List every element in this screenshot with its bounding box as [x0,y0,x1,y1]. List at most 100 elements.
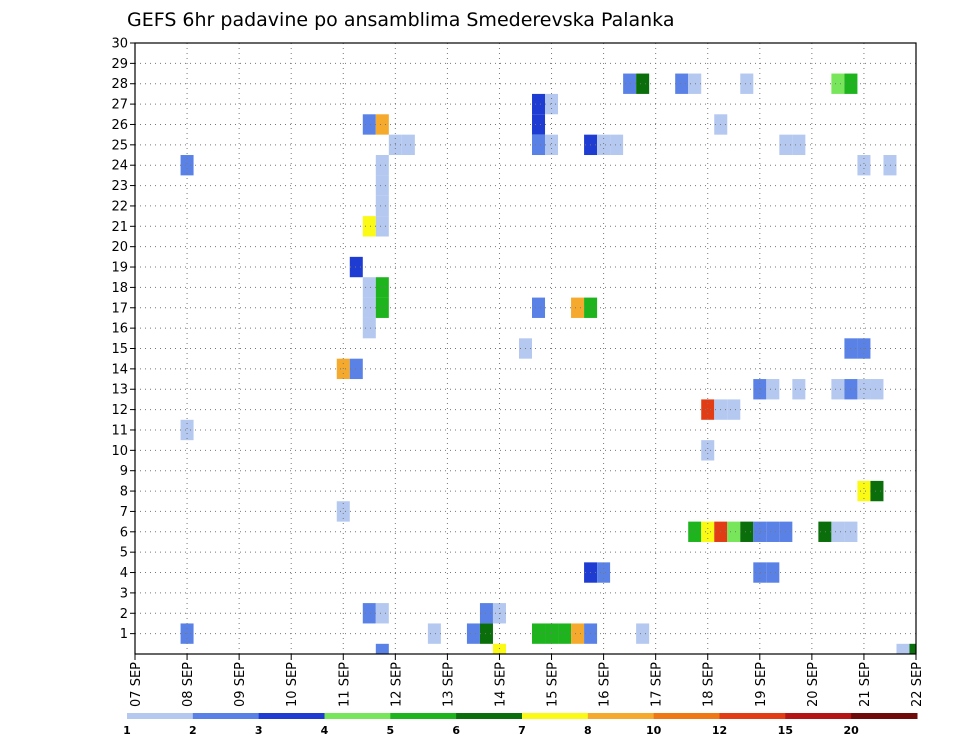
heatmap-cell [558,623,572,644]
heatmap-cell [792,134,806,156]
y-tick-label: 28 [111,77,128,92]
heatmap-cell [870,480,884,502]
heatmap-cell [375,297,389,318]
heatmap-cell [740,73,754,94]
heatmap-cell [792,379,806,400]
legend-label: 15 [778,724,793,737]
heatmap-cell [532,93,546,115]
heatmap-cell [375,216,389,237]
y-tick-label: 24 [111,159,128,174]
y-tick-label: 4 [120,566,128,581]
heatmap-cell [753,562,767,583]
y-tick-label: 5 [120,546,128,561]
legend-swatch [456,713,523,719]
legend-swatch [785,713,852,719]
y-tick-label: 2 [120,607,128,622]
heatmap-cell [740,521,754,542]
x-tick-label: 22 SEP [910,662,925,707]
x-tick-label: 07 SEP [129,662,144,707]
heatmap-cell [636,623,650,644]
heatmap-cell [336,501,350,522]
color-legend: 1 2 3 4 5 6 7 8 10 12 15 20 [123,713,918,737]
heatmap-cell [375,175,389,196]
y-tick-label: 6 [120,525,128,540]
legend-swatch [192,713,260,719]
heatmap-cell [532,114,546,135]
heatmap-cell [857,379,871,400]
x-axis: 07 SEP 08 SEP 09 SEP 10 SEP 11 SEP 12 SEP 13 S… [129,654,925,707]
y-tick-label: 7 [120,505,128,520]
heatmap-cell [831,521,845,542]
heatmap-cells [180,73,916,654]
x-tick-label: 11 SEP [337,662,352,707]
x-tick-label: 14 SEP [493,662,508,707]
legend-label: 6 [452,724,460,737]
heatmap-cell [427,623,441,644]
heatmap-cell [766,562,780,583]
heatmap-cell [375,155,389,176]
y-tick-label: 27 [111,98,128,113]
heatmap-cell [479,603,493,624]
legend-swatch [719,713,786,719]
heatmap-cell [597,562,611,583]
legend-swatch [324,713,391,719]
heatmap-cell [701,399,715,420]
legend-swatch [390,713,457,719]
heatmap-cell [831,73,845,94]
legend-label: 5 [387,724,395,737]
y-tick-label: 17 [111,301,128,316]
heatmap-cell [870,379,884,400]
heatmap-cell [375,643,389,654]
heatmap-cell [362,317,376,339]
legend-swatch [587,713,655,719]
heatmap-cell [545,93,559,115]
heatmap-cell [375,603,389,624]
x-tick-label: 15 SEP [546,662,561,707]
y-tick-label: 11 [111,423,128,438]
y-tick-label: 19 [111,261,128,276]
legend-swatch [127,713,194,719]
heatmap-cell [401,134,415,156]
heatmap-cell [349,358,363,380]
y-tick-label: 26 [111,118,128,133]
y-tick-label: 10 [111,444,128,459]
heatmap-cell [857,155,871,176]
x-tick-label: 21 SEP [858,662,873,707]
y-tick-label: 23 [111,179,128,194]
y-tick-label: 16 [111,322,128,337]
legend-swatch [653,713,720,719]
chart-title: GEFS 6hr padavine po ansamblima Smederev… [127,9,674,31]
y-axis: 1234567891011121314151617181920212223242… [111,37,135,642]
heatmap-cell [636,73,650,94]
heatmap-cell [701,521,715,542]
heatmap-cell [571,623,585,644]
y-tick-label: 12 [111,403,128,418]
heatmap-cell [688,521,702,542]
legend-swatch [258,713,325,719]
heatmap-cell [883,155,897,176]
legend-swatch [851,713,918,719]
heatmap-cell [375,277,389,298]
heatmap-cell [818,521,832,542]
heatmap-cell [466,623,480,644]
heatmap-cell [362,216,376,237]
x-tick-label: 08 SEP [181,662,196,707]
heatmap-cell [375,195,389,217]
legend-label: 10 [646,724,662,737]
heatmap-cell [909,643,916,654]
heatmap-cell [532,134,546,156]
heatmap-cell [857,480,871,502]
y-tick-label: 9 [120,464,128,479]
x-tick-label: 13 SEP [441,662,456,707]
heatmap-cell [362,297,376,318]
y-tick-label: 18 [111,281,128,296]
x-tick-label: 10 SEP [285,662,300,707]
heatmap-cell [362,114,376,135]
legend-swatch [522,713,589,719]
heatmap-cell [571,297,585,318]
heatmap-cell [362,277,376,298]
legend-label: 1 [123,724,131,737]
heatmap-cell [688,73,702,94]
